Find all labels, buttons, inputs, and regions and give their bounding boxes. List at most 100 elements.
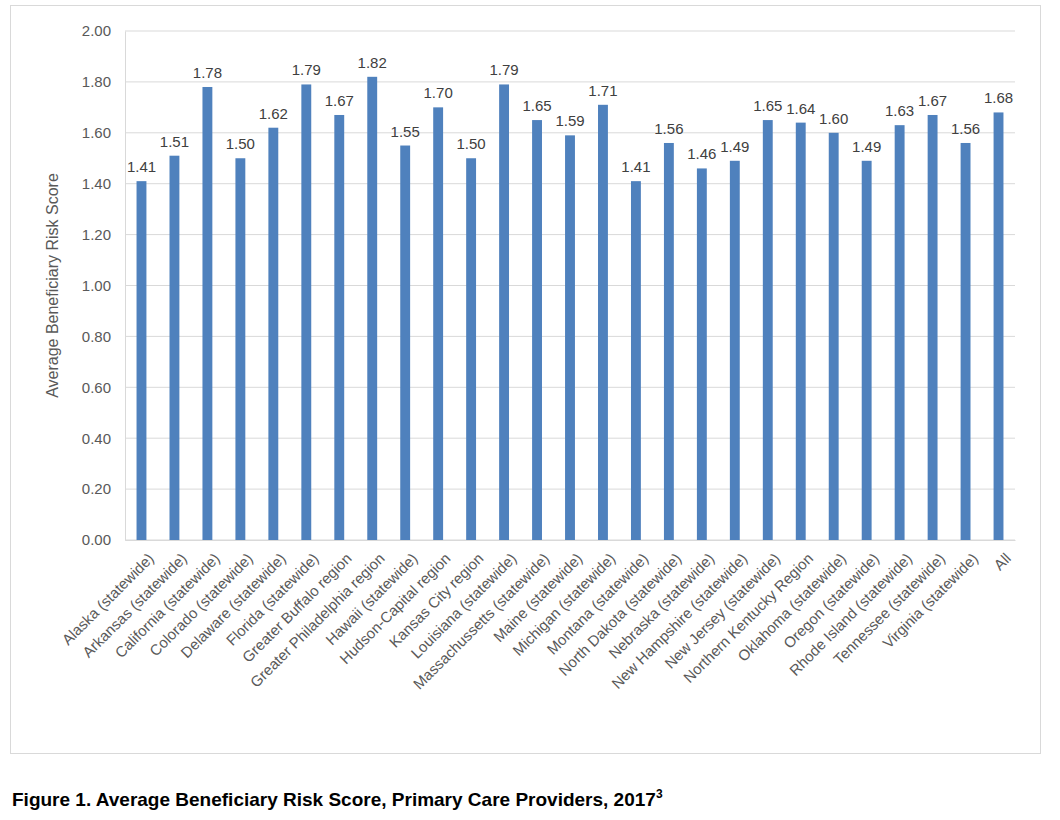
bar: [367, 77, 377, 540]
grid: [125, 31, 1015, 540]
bar: [466, 158, 476, 540]
y-tick: 0.80: [82, 328, 125, 345]
bar: [631, 181, 641, 540]
bar: [532, 120, 542, 540]
bar: [961, 143, 971, 540]
data-label: 1.51: [160, 133, 189, 150]
data-label: 1.82: [358, 54, 387, 71]
y-axis-line: [125, 32, 126, 541]
bar: [170, 156, 180, 540]
data-label: 1.63: [885, 102, 914, 119]
data-label: 1.46: [687, 145, 716, 162]
y-tick: 2.00: [82, 22, 125, 39]
data-label: 1.59: [555, 112, 584, 129]
bar: [301, 84, 311, 540]
y-tick: 0.20: [82, 480, 125, 497]
bar: [697, 168, 707, 540]
data-label: 1.50: [226, 135, 255, 152]
bar: [334, 115, 344, 540]
x-tick-label: Rhode Island (statewide): [786, 549, 915, 678]
bar: [763, 120, 773, 540]
data-label: 1.41: [621, 158, 650, 175]
grid-line: [125, 132, 1015, 133]
bar: [928, 115, 938, 540]
x-tick-label: Greater Philadelphia region: [247, 549, 388, 690]
bar: [268, 128, 278, 540]
bar: [400, 146, 410, 540]
data-label: 1.65: [753, 97, 782, 114]
data-label: 1.67: [918, 92, 947, 109]
x-tick: New Hampshire (statewide): [608, 540, 750, 692]
data-label: 1.49: [852, 138, 881, 155]
x-tick: All: [990, 540, 1014, 573]
x-axis-line: [126, 540, 1016, 541]
data-label: 1.41: [127, 158, 156, 175]
x-tick: Massachussetts (statewide): [410, 540, 553, 692]
x-axis: Alaska (statewide)Arkansas (statewide)Ca…: [58, 540, 1015, 692]
bar: [664, 143, 674, 540]
bar: [895, 125, 905, 540]
bar: [499, 84, 509, 540]
bar: [235, 158, 245, 540]
y-tick: 1.20: [82, 226, 125, 243]
y-tick-label: 1.20: [82, 226, 111, 243]
y-tick-label: 0.80: [82, 328, 111, 345]
y-tick-label: 1.00: [82, 277, 111, 294]
bar: [829, 133, 839, 540]
title: Figure 1. Average Beneficiary Risk Score…: [12, 787, 663, 810]
grid-line: [125, 31, 1015, 32]
chart-frame: [11, 6, 1041, 754]
data-label: 1.67: [325, 92, 354, 109]
x-tick-label: All: [990, 549, 1014, 573]
x-tick-label: Massachussetts (statewide): [410, 549, 553, 692]
y-tick: 1.40: [82, 175, 125, 192]
data-label: 1.65: [522, 97, 551, 114]
data-label: 1.60: [819, 110, 848, 127]
data-label: 1.55: [391, 123, 420, 140]
data-label: 1.56: [951, 120, 980, 137]
data-labels: 1.411.511.781.501.621.791.671.821.551.70…: [127, 54, 1013, 175]
bar: [433, 107, 443, 540]
bar: [862, 161, 872, 540]
data-label: 1.62: [259, 105, 288, 122]
data-label: 1.64: [786, 100, 815, 117]
y-tick: 0.60: [82, 379, 125, 396]
data-label: 1.71: [588, 82, 617, 99]
bar: [796, 123, 806, 540]
y-tick: 0.40: [82, 430, 125, 447]
y-tick-label: 2.00: [82, 22, 111, 39]
title-text: Figure 1. Average Beneficiary Risk Score…: [12, 789, 656, 810]
y-tick-label: 1.60: [82, 124, 111, 141]
y-tick: 1.00: [82, 277, 125, 294]
x-tick-label: Virginia (statewide): [879, 549, 981, 651]
data-label: 1.50: [457, 135, 486, 152]
y-axis: 0.00 0.20 0.40 0.60 0.80 1.00 1.20 1.40 1.60 1.80…: [82, 22, 126, 548]
y-tick-label: 0.60: [82, 379, 111, 396]
y-tick: 0.00: [82, 531, 125, 548]
chart: 0.00 0.20 0.40 0.60 0.80 1.00 1.20 1.40 1.60 1.80…: [0, 0, 1060, 820]
y-tick-label: 1.80: [82, 73, 111, 90]
y-tick-label: 0.20: [82, 480, 111, 497]
y-tick: 1.80: [82, 73, 125, 90]
y-tick-label: 0.00: [82, 531, 111, 548]
data-label: 1.68: [984, 89, 1013, 106]
data-label: 1.78: [193, 64, 222, 81]
title-footnote: 3: [656, 787, 663, 801]
data-label: 1.56: [654, 120, 683, 137]
bar: [565, 135, 575, 540]
y-tick: 1.60: [82, 124, 125, 141]
data-label: 1.49: [720, 138, 749, 155]
bar: [137, 181, 147, 540]
y-tick-label: 1.40: [82, 175, 111, 192]
data-label: 1.79: [489, 61, 518, 78]
data-label: 1.70: [424, 84, 453, 101]
y-axis-title: Average Beneficiary Risk Score: [44, 173, 61, 398]
bars: [137, 77, 1004, 540]
x-tick-label: New Hampshire (statewide): [608, 549, 750, 691]
data-label: 1.79: [292, 61, 321, 78]
bar: [202, 87, 212, 540]
bar: [994, 112, 1004, 540]
y-tick-label: 0.40: [82, 430, 111, 447]
x-tick: Virginia (statewide): [879, 540, 981, 651]
grid-line: [125, 81, 1015, 82]
